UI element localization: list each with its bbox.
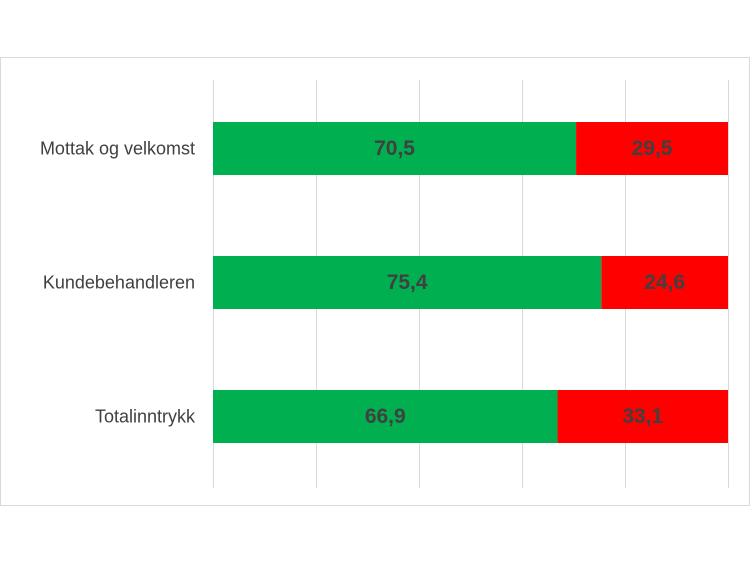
- labels: Mottak og velkomst 70,5 29,5 Kundebehandler…: [40, 137, 685, 428]
- data-label: 24,6: [644, 271, 685, 294]
- bar-segment: [576, 122, 728, 175]
- stacked-bar-chart: Mottak og velkomst 70,5 29,5 Kundebehandler…: [40, 80, 729, 488]
- bar-segment: [213, 256, 602, 309]
- chart-area: Mottak og velkomst 70,5 29,5 Kundebehandler…: [0, 57, 750, 506]
- data-label: 75,4: [387, 271, 428, 294]
- bar-segment: [557, 390, 728, 443]
- category-label: Mottak og velkomst: [40, 139, 195, 159]
- category-label: Totalinntrykk: [95, 407, 196, 427]
- category-label: Kundebehandleren: [43, 273, 195, 293]
- data-label: 66,9: [365, 405, 406, 428]
- data-label: 29,5: [632, 137, 673, 160]
- data-label: 70,5: [374, 137, 415, 160]
- data-label: 33,1: [622, 405, 663, 428]
- bar-segment: [601, 256, 728, 309]
- bar-series: [213, 122, 728, 443]
- bar-segment: [213, 390, 558, 443]
- bar-segment: [213, 122, 577, 175]
